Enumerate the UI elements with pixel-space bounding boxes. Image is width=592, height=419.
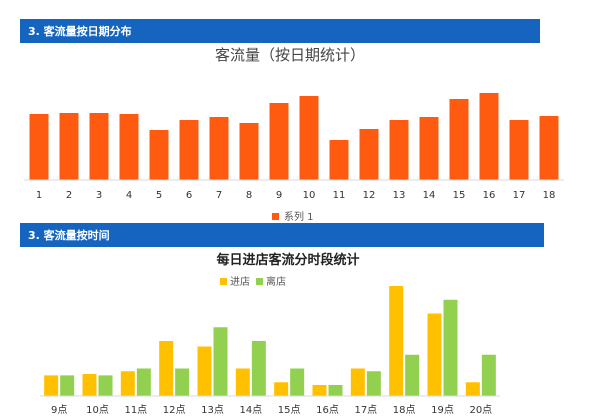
chart1-bar-14 [419,117,439,180]
chart1-bar-10 [299,96,319,180]
chart1-bar-13 [389,120,409,180]
chart1-tick-label: 2 [66,190,72,201]
chart1-bar-7 [209,117,229,180]
chart1-bar-9 [269,103,289,180]
chart1-bar-12 [359,129,379,180]
chart1-tick-label: 6 [186,190,192,201]
chart1-tick-label: 13 [393,190,406,201]
chart1-tick-label: 3 [96,190,102,201]
chart1-bar-17 [509,120,529,180]
chart1-bars [29,93,559,180]
chart1-tick-label: 10 [303,190,316,201]
chart1-tick-label: 12 [363,190,376,201]
chart1-bar-4 [119,114,139,180]
chart1-bar-3 [89,113,109,180]
chart1-bar-16 [479,93,499,180]
chart1-bar-1 [29,114,49,180]
chart1-ticks: 1 2 3 4 5 6 7 8 9 10 11 12 13 14 15 16 17 18 [36,190,556,201]
chart1-tick-label: 4 [126,190,132,201]
chart1-tick-label: 9 [276,190,282,201]
chart1-bar-11 [329,140,349,180]
chart1-tick-label: 17 [513,190,526,201]
chart1-tick-label: 1 [36,190,42,201]
chart1-bar-2 [59,113,79,180]
chart1-bar-5 [149,130,169,180]
chart1-tick-label: 8 [246,190,252,201]
chart1-tick-label: 16 [483,190,496,201]
chart1-title: 客流量（按日期统计） [215,46,365,64]
chart1-bar-15 [449,99,469,180]
chart1-legend-label: 系列 1 [284,210,314,223]
chart1-tick-label: 18 [543,190,556,201]
chart1-bar-18 [539,116,559,180]
section-header-date: 3. 客流量按日期分布 [20,19,540,43]
section-header-time: 3. 客流量按时间 [20,223,544,247]
section-header-date-text: 3. 客流量按日期分布 [28,25,132,38]
chart1-tick-label: 14 [423,190,436,201]
chart1-tick-label: 15 [453,190,466,201]
section-header-time-text: 3. 客流量按时间 [28,229,110,242]
chart1-bar-8 [239,123,259,180]
chart1-bar-6 [179,120,199,180]
chart1-tick-label: 11 [333,190,346,201]
chart1-tick-label: 5 [156,190,162,201]
chart1-legend-swatch [272,213,279,220]
chart1-tick-label: 7 [216,190,222,201]
